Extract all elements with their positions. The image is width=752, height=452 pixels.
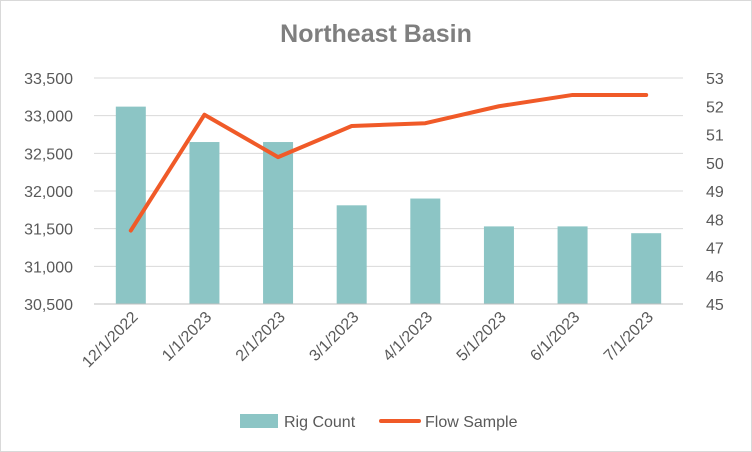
y-right-tick-label: 49 xyxy=(706,184,724,201)
bar xyxy=(483,226,514,304)
x-tick-label: 3/1/2023 xyxy=(306,309,362,365)
legend: Rig Count Flow Sample xyxy=(240,414,518,431)
legend-label-rig-count: Rig Count xyxy=(284,414,356,431)
y-right-tick-label: 50 xyxy=(706,156,724,173)
gridlines xyxy=(94,77,683,305)
y-left-tick-label: 30,500 xyxy=(24,297,73,314)
y-right-tick-label: 53 xyxy=(706,71,724,88)
y-right-tick-label: 48 xyxy=(706,212,724,229)
y-left-tick-label: 32,000 xyxy=(24,184,73,201)
y-right-tick-label: 51 xyxy=(706,128,724,145)
chart-title: Northeast Basin xyxy=(280,20,472,48)
y-left-tick-label: 33,000 xyxy=(24,109,73,126)
y-left-tick-label: 32,500 xyxy=(24,146,73,163)
legend-swatch-rig-count xyxy=(240,414,278,428)
flow-sample-point xyxy=(350,124,354,128)
flow-sample-point xyxy=(129,229,133,233)
y-right-tick-label: 52 xyxy=(706,99,724,116)
bar xyxy=(631,233,662,304)
bar xyxy=(189,142,220,304)
flow-sample-point xyxy=(497,104,501,108)
bar xyxy=(336,205,367,304)
x-tick-label: 7/1/2023 xyxy=(601,309,657,365)
bar-series xyxy=(115,106,662,304)
y-left-tick-label: 33,500 xyxy=(24,71,73,88)
x-tick-label: 2/1/2023 xyxy=(233,309,289,365)
y-left-tick-label: 31,500 xyxy=(24,222,73,239)
x-tick-label: 12/1/2022 xyxy=(79,309,141,371)
flow-sample-point xyxy=(571,93,575,97)
x-tick-label: 6/1/2023 xyxy=(527,309,583,365)
x-tick-label: 4/1/2023 xyxy=(380,309,436,365)
bar xyxy=(115,106,146,304)
y-left-tick-label: 31,000 xyxy=(24,259,73,276)
flow-sample-point xyxy=(644,93,648,97)
flow-sample-point xyxy=(202,113,206,117)
bar xyxy=(410,198,441,304)
flow-sample-point xyxy=(276,155,280,159)
y-right-tick-label: 47 xyxy=(706,241,724,258)
y-right-tick-label: 46 xyxy=(706,269,724,286)
flow-sample-line xyxy=(128,92,649,233)
y-right-tick-label: 45 xyxy=(706,297,724,314)
line-series xyxy=(128,92,649,233)
legend-label-flow-sample: Flow Sample xyxy=(425,414,518,431)
x-tick-label: 5/1/2023 xyxy=(454,309,510,365)
bar xyxy=(263,142,294,304)
bar xyxy=(557,226,588,304)
flow-sample-point xyxy=(423,121,427,125)
x-tick-label: 1/1/2023 xyxy=(159,309,215,365)
